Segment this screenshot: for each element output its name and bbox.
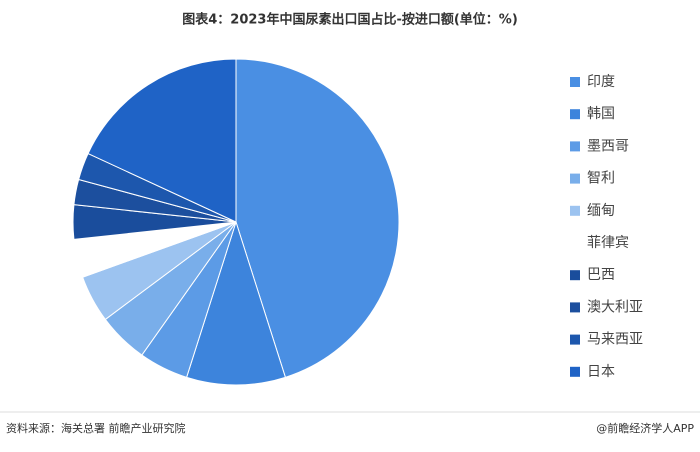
legend-label: 墨西哥 [587,138,629,154]
legend-swatch [570,334,580,345]
legend-swatch [570,77,580,87]
legend-swatch [570,366,580,377]
legend-label: 印度 [587,74,615,90]
pie-slice [185,220,287,386]
legend-swatch [570,109,580,120]
legend-label: 巴西 [587,267,615,283]
pie [72,58,400,386]
legend-label: 菲律宾 [587,235,629,251]
legend-label: 缅甸 [587,203,615,219]
pie-slice [87,58,237,223]
legend-label: 马来西亚 [587,332,643,348]
legend-label: 日本 [587,364,615,380]
source: 资料来源：海关总署 前瞻产业研究院 [6,421,186,435]
legend-label: 澳大利亚 [587,299,643,315]
legend-label: 韩国 [587,106,615,122]
legend-swatch [570,205,580,216]
chart-title: 图表4：2023年中国尿素出口国占比-按进口额(单位：%) [182,12,518,28]
legend-swatch [570,302,580,313]
legend-swatch [570,270,580,281]
brand: @前瞻经济学人APP [596,421,694,435]
legend-swatch [570,173,580,184]
legend-swatch [570,141,580,152]
legend-label: 智利 [587,171,615,187]
pie-slice [235,58,400,378]
legend-swatch [570,238,580,248]
